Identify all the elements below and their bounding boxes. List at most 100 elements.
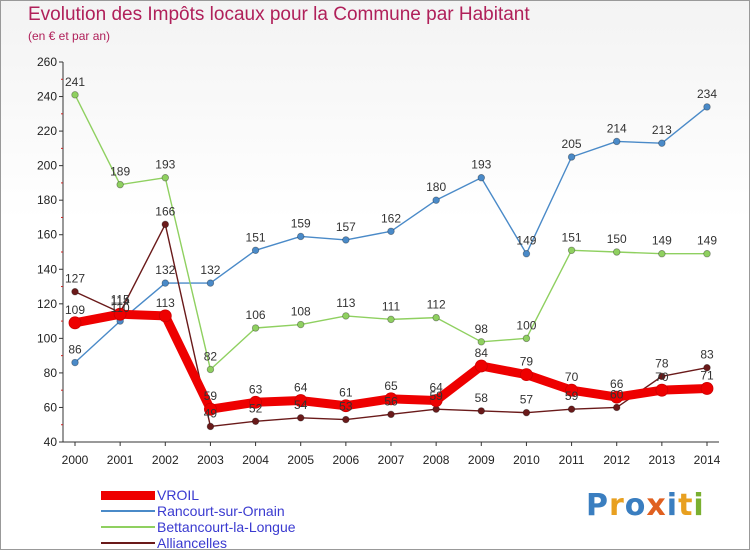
data-point-alliancelles [297, 414, 305, 422]
data-point-bettancourt-la-longue [522, 334, 531, 343]
data-label-vroil: 114 [111, 294, 130, 308]
data-point-vroil [249, 395, 262, 409]
x-tick-label: 2009 [468, 453, 495, 467]
y-tick-label: 80 [44, 366, 58, 380]
x-tick-label: 2010 [513, 453, 540, 467]
data-label-vroil: 59 [204, 389, 218, 403]
data-label-alliancelles: 57 [520, 393, 534, 407]
data-point-rancourt-sur-ornain [477, 174, 485, 182]
data-label-bettancourt-la-longue: 100 [516, 318, 536, 332]
data-label-bettancourt-la-longue: 241 [65, 75, 85, 89]
data-point-vroil [610, 390, 624, 404]
data-point-vroil [520, 368, 533, 382]
data-label-vroil: 109 [65, 303, 85, 317]
data-point-vroil [204, 402, 217, 416]
data-point-rancourt-sur-ornain [658, 139, 666, 147]
y-tick-label: 100 [37, 331, 57, 345]
logo-letter: t [678, 488, 694, 523]
data-label-rancourt-sur-ornain: 110 [111, 301, 130, 315]
data-label-alliancelles: 53 [339, 400, 353, 414]
data-label-alliancelles: 59 [565, 389, 579, 403]
data-point-rancourt-sur-ornain [71, 358, 79, 367]
data-point-bettancourt-la-longue [567, 246, 576, 254]
data-point-vroil [384, 392, 398, 406]
data-point-rancourt-sur-ornain [161, 279, 169, 287]
data-point-alliancelles [206, 422, 215, 431]
data-point-rancourt-sur-ornain [613, 137, 621, 146]
data-point-bettancourt-la-longue [477, 338, 485, 346]
y-tick-label: 180 [37, 193, 57, 207]
x-tick-label: 2004 [242, 453, 269, 467]
data-point-vroil [429, 394, 443, 407]
data-label-vroil: 66 [610, 377, 624, 391]
data-label-rancourt-sur-ornain: 193 [471, 158, 491, 172]
data-label-vroil: 70 [655, 370, 669, 384]
data-label-vroil: 64 [294, 381, 308, 395]
chart-data-labels: 86 110 132 132 151 159 157 162 180 193 149 205 214 21… [65, 75, 717, 421]
data-point-vroil [565, 383, 578, 397]
data-label-bettancourt-la-longue: 82 [204, 349, 218, 363]
legend-label: VROIL [157, 487, 200, 503]
data-point-bettancourt-la-longue [161, 174, 169, 182]
x-tick-label: 2002 [152, 453, 179, 467]
data-label-bettancourt-la-longue: 111 [382, 299, 401, 313]
legend-swatch [101, 510, 155, 512]
x-tick-label: 2008 [423, 453, 450, 467]
data-label-vroil: 84 [475, 346, 489, 360]
data-point-rancourt-sur-ornain [206, 279, 215, 287]
data-point-bettancourt-la-longue [613, 248, 621, 256]
data-label-vroil: 70 [565, 370, 579, 384]
data-label-alliancelles: 56 [384, 394, 398, 408]
data-label-bettancourt-la-longue: 108 [291, 305, 311, 319]
x-tick-label: 2014 [694, 453, 721, 467]
data-label-rancourt-sur-ornain: 214 [607, 121, 627, 135]
data-label-rancourt-sur-ornain: 151 [246, 230, 266, 244]
data-point-vroil [474, 359, 488, 373]
data-label-rancourt-sur-ornain: 180 [426, 180, 446, 194]
data-point-vroil [655, 383, 669, 397]
logo-letter: i [666, 488, 679, 523]
data-point-alliancelles [703, 364, 711, 372]
logo-letter: x [646, 488, 667, 523]
data-point-bettancourt-la-longue [432, 313, 440, 322]
data-label-alliancelles: 83 [700, 348, 714, 362]
data-point-alliancelles [522, 408, 531, 417]
data-point-bettancourt-la-longue [703, 250, 711, 258]
data-label-rancourt-sur-ornain: 162 [381, 211, 401, 225]
data-label-bettancourt-la-longue: 98 [475, 322, 489, 336]
data-label-rancourt-sur-ornain: 234 [697, 87, 717, 101]
data-point-vroil [158, 309, 172, 323]
data-label-rancourt-sur-ornain: 157 [336, 220, 356, 234]
data-label-rancourt-sur-ornain: 205 [562, 137, 582, 151]
data-point-bettancourt-la-longue [206, 365, 215, 374]
data-label-alliancelles: 127 [65, 272, 85, 286]
data-point-alliancelles [387, 410, 395, 419]
data-point-bettancourt-la-longue [342, 312, 350, 320]
y-tick-label: 60 [44, 400, 58, 414]
y-tick-label: 140 [37, 262, 57, 276]
x-tick-label: 2001 [107, 453, 134, 467]
logo-letter: i [693, 488, 705, 523]
data-point-vroil [339, 399, 353, 413]
x-tick-label: 2011 [559, 453, 585, 467]
data-point-rancourt-sur-ornain [297, 232, 305, 241]
proxiti-logo: Proxiti [586, 488, 705, 523]
data-point-rancourt-sur-ornain [567, 153, 576, 161]
chart-axes: 40 60 80 100 120 140 160 180 200 220 240 260 2000 200… [37, 55, 721, 467]
data-label-alliancelles: 52 [249, 401, 263, 415]
data-point-rancourt-sur-ornain [342, 236, 350, 244]
chart-series [68, 91, 714, 431]
data-label-vroil: 71 [700, 368, 714, 382]
data-label-alliancelles: 58 [475, 391, 489, 405]
legend-swatch [101, 542, 155, 544]
data-point-rancourt-sur-ornain [703, 103, 711, 111]
legend-swatch [101, 526, 155, 528]
data-point-alliancelles [251, 417, 260, 425]
x-tick-label: 2006 [333, 453, 360, 467]
data-label-bettancourt-la-longue: 106 [246, 308, 266, 322]
data-label-alliancelles: 54 [294, 398, 308, 412]
y-tick-label: 160 [37, 228, 57, 242]
data-label-bettancourt-la-longue: 149 [652, 234, 672, 248]
data-label-vroil: 113 [156, 296, 175, 310]
